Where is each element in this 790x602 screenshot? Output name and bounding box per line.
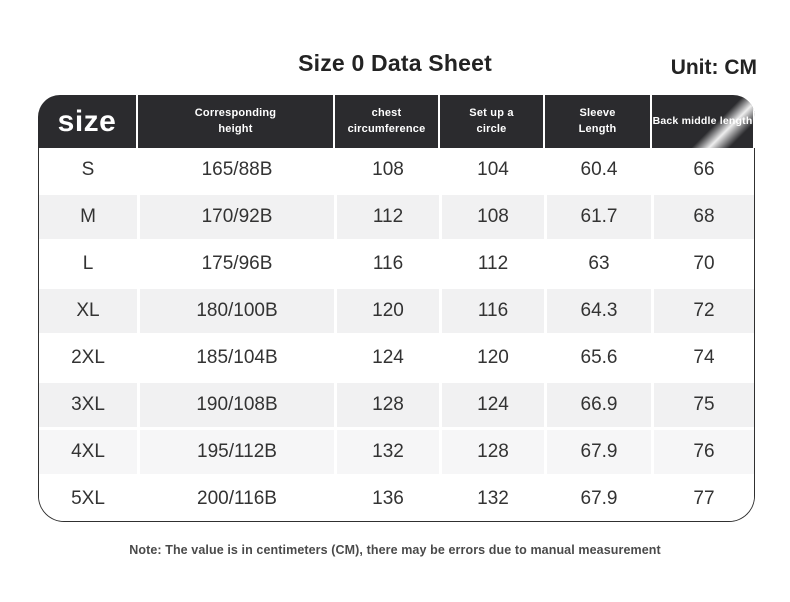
table-cell: 5XL: [39, 477, 137, 521]
table-cell: 185/104B: [140, 336, 334, 380]
table-cell: 116: [442, 289, 544, 333]
table-cell: 132: [337, 430, 439, 474]
column-header-corresponding-height: Corresponding height: [138, 95, 335, 148]
column-header-chest-circumference: chest circumference: [335, 95, 440, 148]
table-cell: 190/108B: [140, 383, 334, 427]
table-cell: 128: [337, 383, 439, 427]
table-cell: 70: [654, 242, 754, 286]
note-text: Note: The value is in centimeters (CM), …: [129, 543, 661, 557]
table-cell: 175/96B: [140, 242, 334, 286]
unit-label: Unit: CM: [670, 56, 757, 79]
table-cell: 104: [442, 148, 544, 192]
table-cell: 108: [442, 195, 544, 239]
table-cell: 136: [337, 477, 439, 521]
table-cell: 116: [337, 242, 439, 286]
table-cell: 120: [337, 289, 439, 333]
column-header-size: size: [38, 95, 138, 148]
page-title: Size 0 Data Sheet: [298, 50, 492, 76]
table-cell: 200/116B: [140, 477, 334, 521]
table-cell: 4XL: [39, 430, 137, 474]
column-header-back-middle-length: Back middle length: [652, 95, 755, 148]
table-cell: 74: [654, 336, 754, 380]
table-cell: S: [39, 148, 137, 192]
table-cell: M: [39, 195, 137, 239]
table-cell: 65.6: [547, 336, 651, 380]
table-cell: 120: [442, 336, 544, 380]
table-cell: 180/100B: [140, 289, 334, 333]
table-cell: 3XL: [39, 383, 137, 427]
table-cell: 66.9: [547, 383, 651, 427]
table-cell: 124: [337, 336, 439, 380]
table-cell: 170/92B: [140, 195, 334, 239]
table-cell: 68: [654, 195, 754, 239]
table-cell: 165/88B: [140, 148, 334, 192]
table-cell: 64.3: [547, 289, 651, 333]
table-cell: 77: [654, 477, 754, 521]
table-cell: L: [39, 242, 137, 286]
table-body: S 165/88B 108 104 60.4 66 M 170/92B 112 108 61.7 68…: [38, 148, 755, 522]
table-cell: 61.7: [547, 195, 651, 239]
table-cell: 72: [654, 289, 754, 333]
table-cell: 108: [337, 148, 439, 192]
size-table: size Corresponding height chest circumfe…: [38, 95, 755, 522]
table-cell: 60.4: [547, 148, 651, 192]
table-cell: 75: [654, 383, 754, 427]
table-cell: 76: [654, 430, 754, 474]
table-header-row: size Corresponding height chest circumfe…: [38, 95, 755, 148]
table-cell: 2XL: [39, 336, 137, 380]
table-cell: XL: [39, 289, 137, 333]
table-cell: 66: [654, 148, 754, 192]
table-cell: 112: [442, 242, 544, 286]
table-cell: 67.9: [547, 477, 651, 521]
table-cell: 112: [337, 195, 439, 239]
table-cell: 132: [442, 477, 544, 521]
table-cell: 63: [547, 242, 651, 286]
table-cell: 124: [442, 383, 544, 427]
table-cell: 128: [442, 430, 544, 474]
table-cell: 195/112B: [140, 430, 334, 474]
column-header-sleeve-length: Sleeve Length: [545, 95, 652, 148]
column-header-set-up-a-circle: Set up a circle: [440, 95, 545, 148]
table-cell: 67.9: [547, 430, 651, 474]
